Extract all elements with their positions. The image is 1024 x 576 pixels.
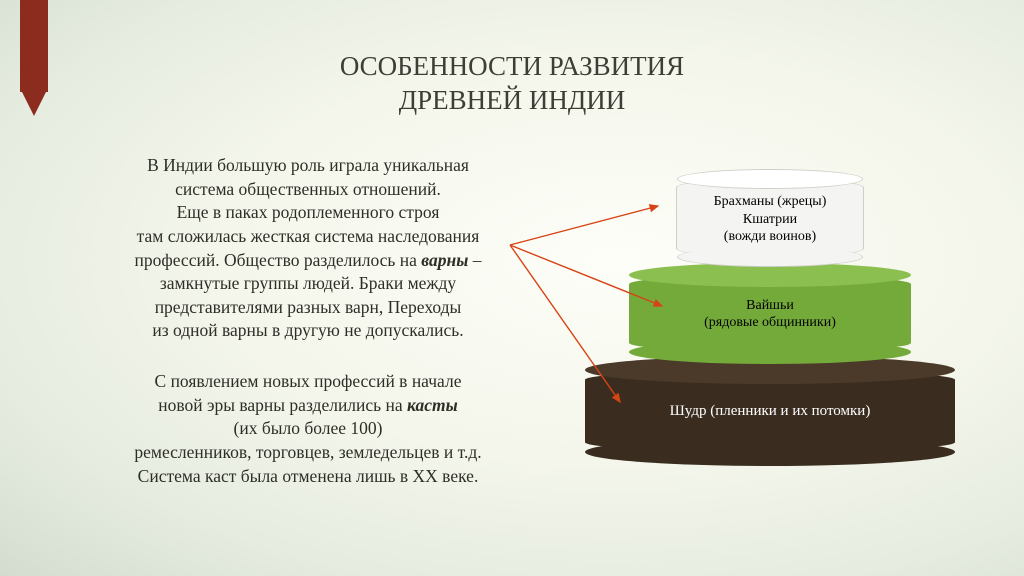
paragraph-2: С появлением новых профессий в началенов… xyxy=(92,370,524,488)
varna-diagram: Шудр (пленники и их потомки)Вайшьи(рядов… xyxy=(560,160,980,500)
slide-title: ОСОБЕННОСТИ РАЗВИТИЯДРЕВНЕЙ ИНДИИ xyxy=(0,50,1024,118)
paragraph-1: В Индии большую роль играла уникальнаяси… xyxy=(92,154,524,343)
arrows xyxy=(500,160,1000,500)
